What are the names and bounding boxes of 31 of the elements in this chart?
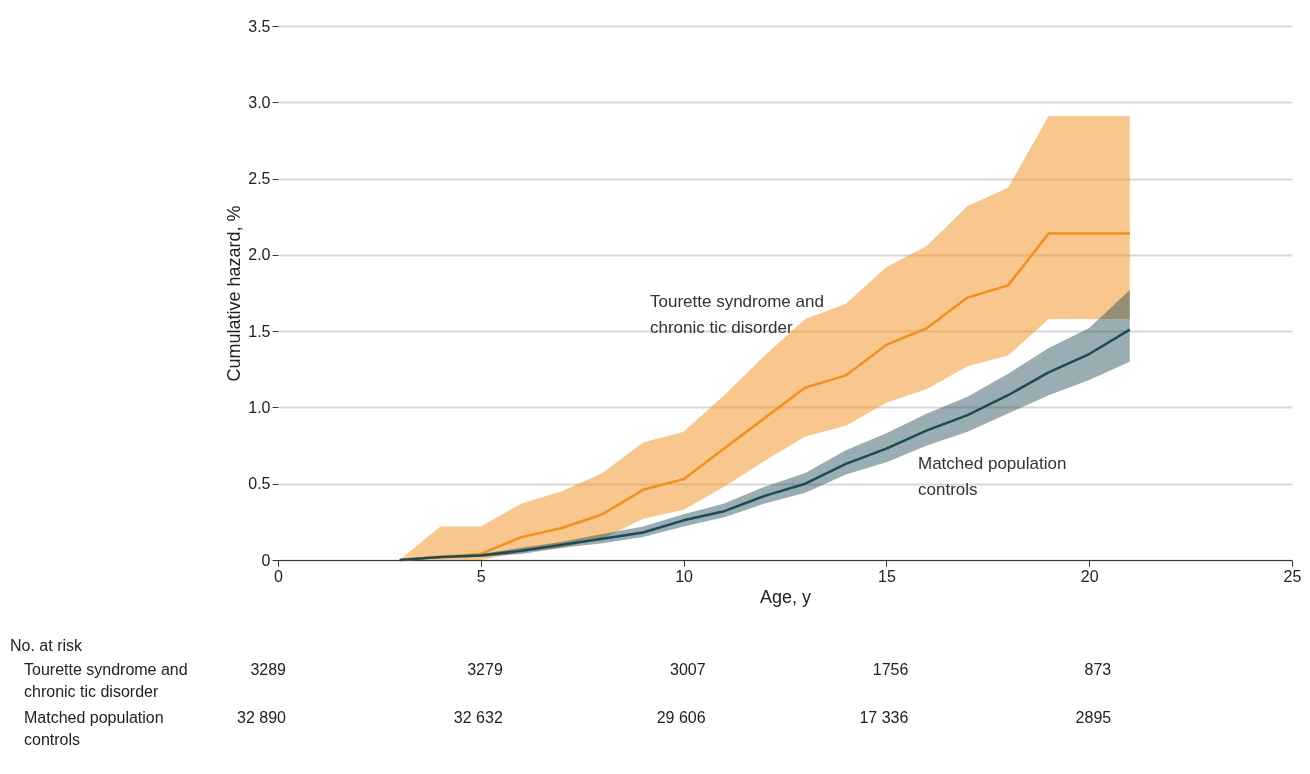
text: Matched population controls bbox=[24, 709, 164, 748]
x-tick-label: 5 bbox=[476, 567, 486, 585]
y-tick-label: 3.0 bbox=[248, 93, 271, 111]
series-label: Matched population controls bbox=[918, 454, 1067, 499]
x-tick-label: 20 bbox=[1080, 567, 1099, 585]
text: 32 632 bbox=[453, 709, 503, 726]
x-tick-label: 0 bbox=[274, 567, 284, 585]
text: Tourette syndrome and chronic tic disorder bbox=[650, 292, 824, 337]
text: 3279 bbox=[467, 661, 503, 678]
x-tick-label: 25 bbox=[1283, 567, 1302, 585]
x-tick-label: 10 bbox=[675, 567, 694, 585]
text: No. at risk bbox=[10, 637, 84, 654]
y-tick-label: 3.5 bbox=[248, 17, 271, 35]
x-axis-title: Age, y bbox=[759, 586, 812, 607]
text: 29 606 bbox=[656, 709, 706, 726]
y-tick-label: 0 bbox=[261, 551, 271, 569]
text: 2895 bbox=[1075, 709, 1112, 726]
text: 32 890 bbox=[237, 709, 287, 726]
x-tick-label: 15 bbox=[878, 567, 896, 585]
text: 873 bbox=[1084, 661, 1112, 678]
y-axis-title: Cumulative hazard, % bbox=[224, 205, 245, 382]
y-tick-label: 1.0 bbox=[248, 398, 271, 416]
text: 1756 bbox=[872, 661, 909, 678]
text: Tourette syndrome and chronic tic disorder bbox=[24, 661, 188, 700]
text: 3289 bbox=[250, 661, 287, 678]
text: 3007 bbox=[670, 661, 706, 678]
y-tick-label: 2.5 bbox=[248, 170, 271, 188]
text: 17 336 bbox=[859, 709, 909, 726]
y-tick-label: 1.5 bbox=[248, 322, 271, 340]
y-tick-label: 2.0 bbox=[248, 246, 271, 264]
y-tick-label: 0.5 bbox=[248, 475, 271, 493]
